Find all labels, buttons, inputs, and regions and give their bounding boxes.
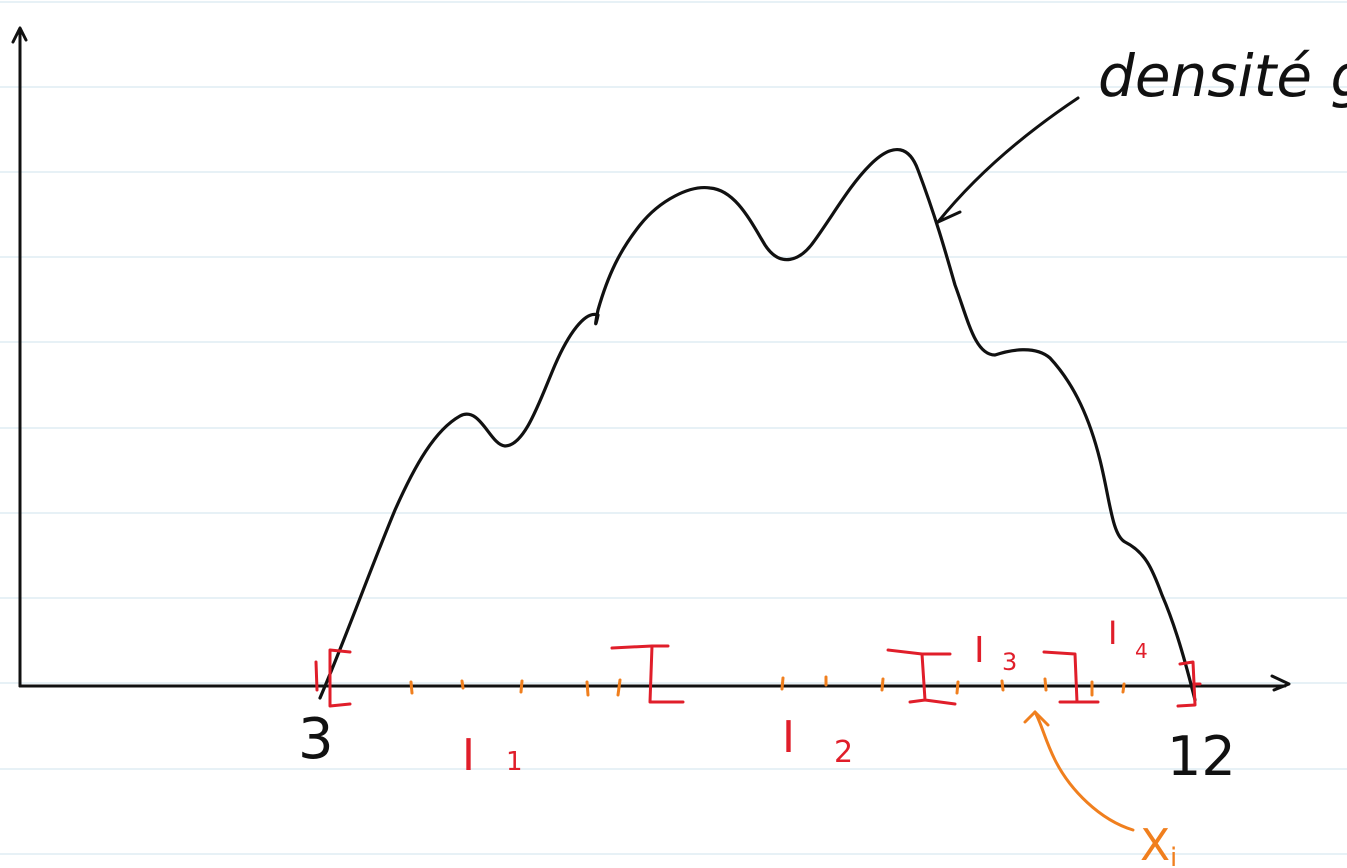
interval-label-main: I: [1108, 614, 1117, 652]
interval-label-i1: I 1: [462, 730, 523, 781]
y-axis-arrow-icon: [11, 26, 28, 44]
axes: [11, 26, 1291, 692]
sample-tick: [1000, 679, 1005, 692]
interval-label-index: 4: [1135, 639, 1148, 663]
bracket-i1-i2: [610, 644, 685, 704]
interval-label-i4: I 4: [1108, 614, 1148, 663]
sample-tick: [616, 678, 622, 697]
density-curve: [318, 147, 1197, 702]
interval-label-index: 2: [834, 735, 853, 770]
sample-tick: [1121, 682, 1126, 694]
sample-tick: [460, 679, 465, 690]
sample-tick: [519, 679, 524, 694]
interval-label-index: 1: [506, 747, 523, 777]
sample-tick: [880, 677, 885, 692]
interval-label-i2: I 2: [782, 712, 853, 770]
bracket-close-i4: [1176, 660, 1202, 708]
sample-label-main: X: [1140, 820, 1170, 868]
bracket-i2-i3: [886, 648, 957, 706]
interval-label-i3: I 3: [974, 630, 1017, 676]
interval-label-main: I: [782, 712, 795, 763]
sample-label: X i: [1140, 820, 1177, 868]
x-axis-arrow-icon: [1270, 674, 1291, 692]
sample-ticks: [409, 675, 1126, 697]
sample-tick: [409, 680, 414, 695]
sample-tick: [955, 680, 960, 695]
sample-tick: [585, 680, 590, 697]
x-end-label: 12: [1167, 725, 1236, 788]
interval-brackets: [314, 644, 1202, 708]
bracket-open-i1: [314, 648, 352, 708]
x-start-label: 3: [298, 707, 334, 772]
sample-pointer-arrow: [1023, 710, 1135, 832]
bracket-i3-i4: [1042, 650, 1100, 704]
sample-tick: [780, 676, 785, 691]
curve-pointer-arrow: [936, 96, 1080, 224]
sample-tick: [1043, 677, 1048, 692]
interval-label-index: 3: [1002, 648, 1017, 676]
interval-label-main: I: [462, 730, 475, 781]
sample-label-sub: i: [1170, 843, 1177, 868]
interval-label-main: I: [974, 630, 985, 671]
curve-label: densité g: [1098, 42, 1347, 110]
